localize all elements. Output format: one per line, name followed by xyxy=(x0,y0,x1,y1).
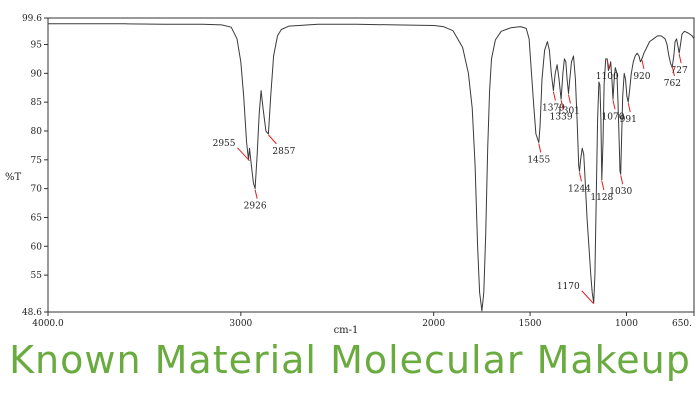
peak-label: 1455 xyxy=(527,156,550,166)
x-tick-label: 650. xyxy=(672,319,692,329)
peak-marker xyxy=(578,172,582,182)
peak-label: 1170 xyxy=(557,282,580,292)
peak-label: 762 xyxy=(664,79,681,89)
plot-border xyxy=(47,17,695,313)
peak-marker xyxy=(678,54,682,64)
x-tick-label: 1000 xyxy=(615,319,638,329)
y-axis-label: %T xyxy=(5,172,22,183)
x-tick-label: 3000 xyxy=(229,319,252,329)
peak-marker xyxy=(606,59,610,70)
x-tick-label: 1500 xyxy=(519,319,542,329)
peak-marker xyxy=(567,94,571,104)
y-tick-label: 70 xyxy=(31,185,43,195)
y-tick-label: 95 xyxy=(31,41,43,51)
peak-label: 2857 xyxy=(272,147,295,157)
peak-label: 1244 xyxy=(568,184,591,194)
peak-marker xyxy=(620,175,624,185)
plot-frame xyxy=(47,17,695,313)
x-axis-ticks: 4000.0 3000 2000 1500 1000 650. xyxy=(32,312,695,329)
peak-marker xyxy=(671,66,675,76)
peak-label: 727 xyxy=(671,66,688,76)
peak-label: 1301 xyxy=(557,107,580,117)
peak-marker xyxy=(254,189,258,199)
peak-marker xyxy=(268,134,277,145)
spectrum-line xyxy=(48,23,695,312)
y-tick-label: 75 xyxy=(31,156,43,166)
peak-label: 2955 xyxy=(213,139,236,149)
peak-marker xyxy=(627,103,631,113)
y-tick-label: 85 xyxy=(31,98,43,108)
y-tick-label: 80 xyxy=(31,127,43,137)
peak-marker xyxy=(581,290,595,305)
peak-label: 2926 xyxy=(244,202,267,212)
peak-marker xyxy=(612,100,616,110)
y-tick-label: 48.6 xyxy=(22,308,42,318)
caption-title: Known Material Molecular Makeup xyxy=(9,338,691,382)
peak-label: 991 xyxy=(620,115,637,125)
peak-marker xyxy=(552,91,556,101)
y-tick-label: 99.6 xyxy=(22,14,42,24)
peak-label: 1379 xyxy=(542,104,565,114)
peak-label: 1339 xyxy=(550,112,573,122)
peak-marker xyxy=(560,100,564,110)
peak-label: 1100 xyxy=(596,72,619,82)
peak-marker xyxy=(237,147,250,162)
peak-label: 1128 xyxy=(590,193,613,203)
y-tick-label: 65 xyxy=(31,213,43,223)
peak-marker xyxy=(601,180,605,191)
y-tick-label: 90 xyxy=(31,69,43,79)
y-axis-ticks: 99.6 95 90 85 80 75 70 65 60 55 48.6 xyxy=(22,14,48,318)
x-tick-label: 2000 xyxy=(422,319,445,329)
spectrum-series xyxy=(48,23,695,312)
peak-marker xyxy=(538,143,542,153)
peak-label: 1070 xyxy=(602,112,625,122)
x-tick-label: 4000.0 xyxy=(32,319,64,329)
peak-label: 920 xyxy=(633,72,650,82)
peak-label: 1030 xyxy=(609,187,632,197)
y-tick-label: 55 xyxy=(31,271,43,281)
peak-marker xyxy=(641,59,645,70)
x-axis-label: cm-1 xyxy=(334,325,359,336)
y-tick-label: 60 xyxy=(31,242,43,252)
